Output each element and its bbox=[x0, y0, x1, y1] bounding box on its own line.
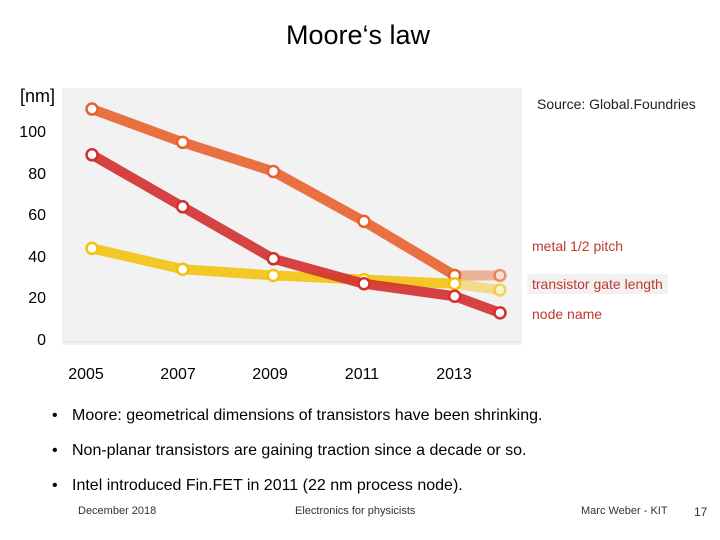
data-point bbox=[447, 289, 462, 303]
series-label: node name bbox=[532, 306, 603, 322]
bullet-text: Moore: geometrical dimensions of transis… bbox=[72, 407, 543, 424]
data-point bbox=[266, 268, 281, 283]
data-point bbox=[175, 262, 190, 276]
data-point bbox=[85, 241, 99, 256]
chart bbox=[62, 88, 522, 345]
x-tick-label: 2011 bbox=[344, 366, 380, 383]
x-tick-label: 2005 bbox=[68, 366, 104, 383]
data-point bbox=[493, 306, 507, 320]
x-tick-label: 2009 bbox=[252, 366, 288, 383]
data-point bbox=[85, 102, 99, 116]
page-number: 17 bbox=[694, 505, 708, 519]
bullet-item: • Moore: geometrical dimensions of transi… bbox=[52, 407, 542, 427]
data-point bbox=[266, 252, 281, 266]
source-note: Source: Global.Foundries bbox=[537, 96, 696, 112]
y-tick-label: 60 bbox=[28, 207, 46, 225]
footer-course: Electronics for physicists bbox=[295, 505, 416, 517]
y-tick-label: 20 bbox=[28, 290, 46, 308]
bullet-dot-icon: • bbox=[52, 477, 58, 494]
y-tick-label: 80 bbox=[28, 165, 46, 183]
data-point bbox=[85, 148, 99, 162]
series-line bbox=[87, 149, 505, 318]
data-point bbox=[493, 268, 507, 283]
data-point bbox=[493, 283, 507, 297]
data-point bbox=[357, 277, 371, 291]
series-line-projection bbox=[449, 278, 505, 295]
y-unit-label: [nm] bbox=[20, 86, 56, 106]
series-label: transistor gate length bbox=[527, 274, 668, 294]
footer-author: Marc Weber - KIT bbox=[581, 505, 668, 517]
data-point bbox=[447, 277, 462, 291]
bullet-dot-icon: • bbox=[52, 442, 58, 459]
x-tick-label: 2013 bbox=[436, 366, 472, 383]
data-point bbox=[266, 164, 281, 179]
x-tick-label: 2007 bbox=[160, 366, 196, 383]
data-point bbox=[357, 214, 371, 229]
y-tick-label: 100 bbox=[19, 124, 46, 141]
bullet-text: Intel introduced Fin.FET in 2011 (22 nm … bbox=[72, 477, 463, 494]
bullet-item: • Intel introduced Fin.FET in 2011 (22 nm… bbox=[52, 477, 542, 497]
series-label: metal 1/2 pitch bbox=[532, 238, 624, 254]
y-tick-label: 0 bbox=[37, 332, 46, 349]
data-point bbox=[175, 200, 190, 214]
bullet-list: • Moore: geometrical dimensions of transi… bbox=[52, 407, 542, 512]
footer-date: December 2018 bbox=[78, 505, 157, 517]
bullet-item: • Non-planar transistors are gaining trac… bbox=[52, 442, 542, 462]
data-point bbox=[175, 135, 190, 150]
bullet-text: Non-planar transistors are gaining tract… bbox=[72, 442, 527, 459]
slide-title: Moore‘s law bbox=[285, 20, 431, 50]
bullet-dot-icon: • bbox=[52, 407, 58, 424]
y-tick-label: 40 bbox=[28, 248, 46, 266]
